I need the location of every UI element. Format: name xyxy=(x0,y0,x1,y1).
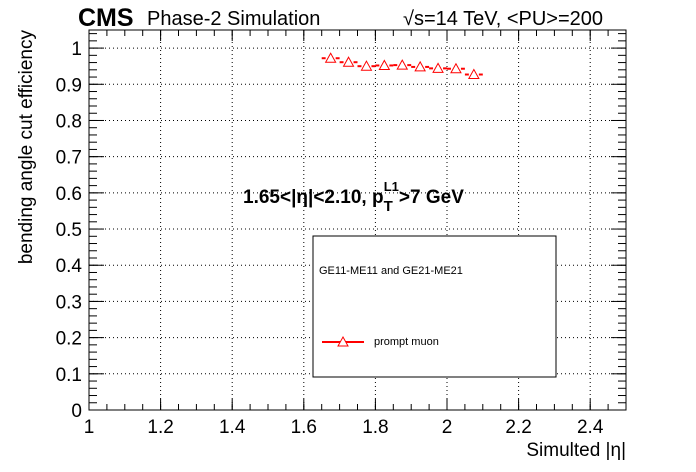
x-tick-label: 1.4 xyxy=(219,417,246,438)
energy-label: √s=14 TeV, <PU>=200 xyxy=(403,8,603,30)
legend-entry-prompt-muon: prompt muon xyxy=(374,336,439,348)
y-tick-label: 0.2 xyxy=(56,329,82,350)
annotation-rest: >7 GeV xyxy=(399,187,464,208)
annotation-eta: 1.65<|η|<2.10, p xyxy=(243,187,384,208)
x-tick-label: 1 xyxy=(84,417,95,438)
y-axis-title: bending angle cut efficiency xyxy=(16,30,37,265)
annotation-sub: T xyxy=(384,198,393,215)
y-tick-label: 0.7 xyxy=(56,148,82,169)
x-tick-label: 2 xyxy=(442,417,453,438)
legend-header: GE11-ME11 and GE21-ME21 xyxy=(319,265,463,277)
x-tick-label: 1.2 xyxy=(147,417,173,438)
data-point xyxy=(342,56,355,67)
y-tick-label: 0.6 xyxy=(56,184,82,205)
annotation-sup: L1 xyxy=(384,179,399,194)
y-tick-label: 0.9 xyxy=(56,75,82,96)
data-point xyxy=(414,60,426,72)
x-tick-label: 2.2 xyxy=(505,417,531,438)
x-tick-label: 1.8 xyxy=(362,417,388,438)
data-series-prompt-muon xyxy=(321,52,483,80)
y-tick-label: 0.1 xyxy=(56,365,82,386)
data-point xyxy=(468,68,480,80)
data-point xyxy=(396,59,409,70)
y-tick-label: 0.3 xyxy=(56,292,82,313)
cms-label: CMS xyxy=(78,4,134,32)
data-point xyxy=(432,62,444,73)
legend-marker xyxy=(337,335,349,347)
x-tick-label: 1.6 xyxy=(291,417,317,438)
y-tick-label: 0 xyxy=(71,401,82,422)
y-tick-label: 0.4 xyxy=(56,256,83,277)
x-tick-labels: 1 1.2 1.4 1.6 1.8 2 2.2 2.4 xyxy=(84,417,604,438)
legend-box xyxy=(312,235,557,378)
x-tick-label: 2.4 xyxy=(577,417,604,438)
x-axis-title: Simulted |η| xyxy=(526,440,626,461)
data-point xyxy=(360,60,373,71)
axis-ticks xyxy=(88,30,627,411)
data-point xyxy=(450,62,462,74)
simulation-label: Phase-2 Simulation xyxy=(147,8,320,30)
y-tick-label: 0.5 xyxy=(56,220,82,241)
legend: GE11-ME11 and GE21-ME21 prompt muon xyxy=(312,235,557,378)
data-point xyxy=(378,59,391,70)
y-tick-label: 0.8 xyxy=(56,111,82,132)
data-point xyxy=(324,52,337,63)
y-tick-label: 1 xyxy=(71,39,82,60)
region-annotation: 1.65<|η|<2.10, pT L1>7 GeV xyxy=(243,179,464,215)
y-tick-labels: 0 0.1 0.2 0.3 0.4 0.5 0.6 0.7 0.8 0.9 1 xyxy=(56,39,83,422)
